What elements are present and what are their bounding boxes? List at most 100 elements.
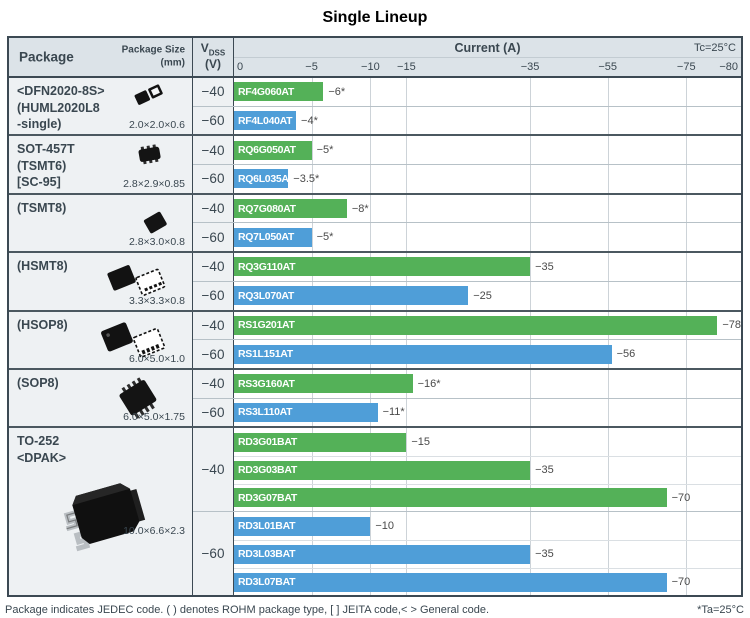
package-name: TO-252 <DPAK> bbox=[9, 428, 192, 466]
current-value-label: −5* bbox=[316, 231, 334, 244]
current-value-label: −16* bbox=[417, 377, 441, 390]
current-value-label: −78 bbox=[722, 319, 741, 332]
vdss-value: −40 bbox=[193, 253, 234, 281]
package-name-line: (HSMT8) bbox=[17, 259, 68, 274]
gridline bbox=[607, 223, 609, 252]
current-axis-title: Current (A) bbox=[454, 40, 521, 55]
voltage-rows: −40 RQ7G080AT −8* −60 RQ7L050AT −5* bbox=[193, 194, 741, 252]
gridline bbox=[607, 194, 609, 223]
gridline bbox=[406, 223, 408, 252]
gridline bbox=[311, 223, 313, 252]
vdss-symbol: VDSS bbox=[200, 41, 226, 58]
current-bar: RS1G201AT bbox=[234, 315, 718, 335]
chart-area: RS3L110AT −11* bbox=[234, 398, 741, 427]
voltage-rows: −40 RQ3G110AT −35 −60 RQ3L070AT −25 bbox=[193, 253, 741, 310]
current-bar: RD3G01BAT bbox=[234, 432, 407, 452]
current-value-label: −70 bbox=[671, 576, 691, 589]
vdss-value: −40 bbox=[193, 136, 234, 165]
bar-row: RS1L151AT −56 bbox=[234, 340, 741, 368]
part-number-label: RQ7L050AT bbox=[238, 231, 295, 244]
gridline bbox=[607, 136, 609, 165]
vdss-value: −40 bbox=[193, 428, 234, 512]
part-number-label: RS1G201AT bbox=[238, 319, 295, 332]
current-value-label: −3.5* bbox=[293, 172, 320, 185]
gridline bbox=[530, 136, 532, 165]
current-value-label: −70 bbox=[671, 491, 691, 504]
gridline bbox=[370, 223, 372, 252]
bar-row: RD3L01BAT −10 bbox=[234, 512, 741, 540]
bar-row: RD3G07BAT −70 bbox=[234, 483, 741, 512]
current-value-label: −6* bbox=[328, 85, 346, 98]
axis-tick-label: −75 bbox=[676, 61, 696, 73]
gridline bbox=[607, 512, 609, 540]
current-value-label: −5* bbox=[316, 144, 334, 157]
current-bar: RD3L07BAT bbox=[234, 572, 667, 592]
vdss-value: −60 bbox=[193, 398, 234, 427]
gridline bbox=[406, 194, 408, 223]
package-group: (SOP8) 6.0×5.0×1.75 −40 RS3G160AT −16* −60 RS3… bbox=[9, 367, 741, 427]
gridline bbox=[370, 78, 372, 106]
package-group: (HSMT8) 3.3×3.3×0.8 −40 RQ3G110AT −35 −60 RQ3L… bbox=[9, 251, 741, 310]
gridline bbox=[686, 106, 688, 135]
package-size: 6.0×5.0×1.75 bbox=[123, 411, 185, 424]
part-number-label: RD3G03BAT bbox=[238, 464, 297, 477]
gridline bbox=[530, 369, 532, 398]
package-name-line: (SOP8) bbox=[17, 375, 59, 390]
current-value-label: −10 bbox=[375, 520, 395, 533]
gridline bbox=[406, 78, 408, 106]
package-cell: (HSOP8) 6.0×5.0×1.0 bbox=[9, 311, 193, 368]
gridline bbox=[686, 512, 688, 540]
gridline bbox=[370, 136, 372, 165]
current-bar: RS3G160AT bbox=[234, 374, 413, 394]
vdss-value: −40 bbox=[193, 194, 234, 223]
axis-tick-label: −15 bbox=[397, 61, 416, 73]
table-header: Package Package Size (mm) VDSS (V) Curre… bbox=[9, 38, 741, 78]
package-size: 2.8×2.9×0.85 bbox=[123, 177, 185, 190]
bar-row: RQ3L070AT −25 bbox=[234, 281, 741, 310]
gridline bbox=[530, 78, 532, 106]
current-value-label: −35 bbox=[535, 260, 554, 273]
hsmt8-package-icon bbox=[102, 258, 176, 304]
voltage-row: −40 RQ7G080AT −8* bbox=[193, 194, 741, 223]
voltage-rows: −40 RF4G060AT −6* −60 RF4L040AT −4* bbox=[193, 78, 741, 135]
vdss-value: −60 bbox=[193, 106, 234, 135]
package-group: (TSMT8) 2.8×3.0×0.8 −40 RQ7G080AT −8* −60 RQ7L… bbox=[9, 192, 741, 252]
part-number-label: RS3G160AT bbox=[238, 377, 295, 390]
current-bar: RD3G07BAT bbox=[234, 488, 667, 508]
axis-tick-label: −10 bbox=[361, 61, 380, 73]
dfn2020-package-icon bbox=[130, 82, 170, 106]
vdss-unit: (V) bbox=[205, 56, 221, 71]
sop8-package-icon bbox=[112, 372, 176, 424]
part-number-label: RD3L07BAT bbox=[238, 576, 296, 589]
current-bar: RQ6L035AT bbox=[234, 169, 294, 189]
bar-row: RS3G160AT −16* bbox=[234, 369, 741, 398]
current-bar: RQ7G080AT bbox=[234, 199, 347, 219]
package-name: (TSMT8) bbox=[9, 195, 192, 217]
tsmt8-package-icon bbox=[134, 206, 176, 240]
package-name: (SOP8) bbox=[9, 370, 192, 392]
current-bar: RS3L110AT bbox=[234, 402, 378, 422]
gridline bbox=[686, 78, 688, 106]
package-group: TO-252 <DPAK> 10.0×6.6×2.3 −40 RD3G01BAT −15 R… bbox=[9, 426, 741, 596]
gridline bbox=[370, 165, 372, 193]
package-name-line: [SC-95] bbox=[17, 175, 61, 190]
gridline bbox=[370, 106, 372, 135]
package-cell: (TSMT8) 2.8×3.0×0.8 bbox=[9, 194, 193, 252]
vdss-value: −60 bbox=[193, 512, 234, 596]
gridline bbox=[406, 165, 408, 193]
part-number-label: RF4G060AT bbox=[238, 85, 295, 98]
table-body: <DFN2020-8S> (HUML2020L8 -single) 2.0×2.0×… bbox=[9, 78, 741, 596]
axis-tick-label: 0 bbox=[237, 61, 244, 73]
vdss-value: −60 bbox=[193, 165, 234, 193]
axis-tick-label: −35 bbox=[520, 61, 540, 73]
vdss-value: −40 bbox=[193, 78, 234, 106]
gridline bbox=[686, 369, 688, 398]
gridline bbox=[686, 165, 688, 193]
gridline bbox=[686, 428, 688, 456]
vdss-header: VDSS (V) bbox=[193, 38, 234, 76]
gridline bbox=[530, 428, 532, 456]
gridline bbox=[686, 398, 688, 427]
chart-area: RF4L040AT −4* bbox=[234, 106, 741, 135]
chart-area: RQ6L035AT −3.5* bbox=[234, 165, 741, 193]
voltage-row: −60 RF4L040AT −4* bbox=[193, 105, 741, 135]
